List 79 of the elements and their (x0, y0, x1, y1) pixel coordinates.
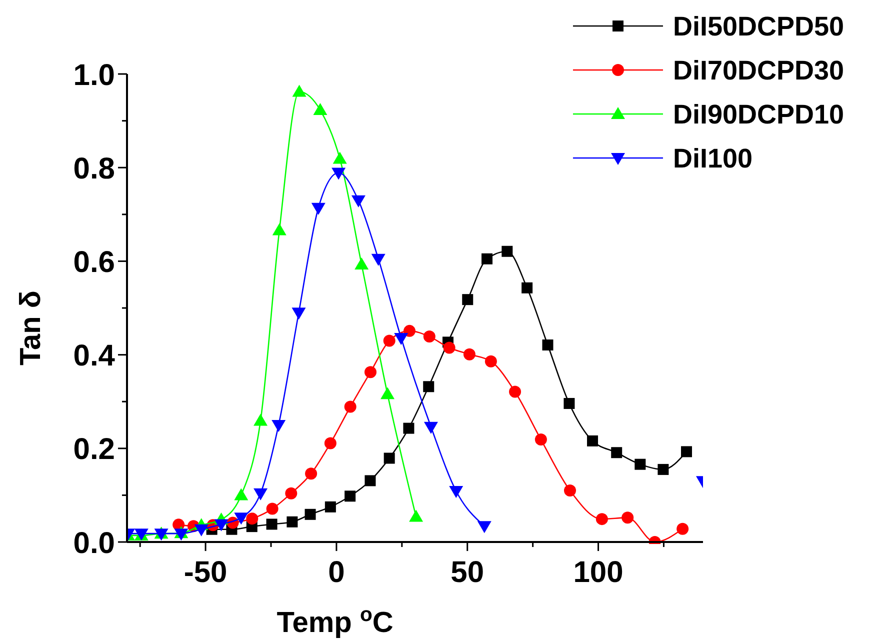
point (424, 422, 438, 434)
point (676, 522, 689, 535)
point (423, 381, 434, 392)
legend-label: DiI50DCPD50 (673, 12, 844, 42)
point (305, 468, 318, 480)
point (634, 458, 646, 470)
point (272, 223, 286, 236)
point (234, 512, 248, 525)
point (542, 339, 554, 350)
point (681, 446, 692, 458)
point (292, 308, 306, 320)
point (254, 488, 268, 500)
point (477, 521, 492, 534)
point (311, 202, 326, 215)
point (304, 508, 316, 520)
point (292, 84, 306, 97)
legend-label: DiI70DCPD30 (673, 56, 844, 86)
x-tick-label: 50 (450, 556, 484, 589)
point (409, 510, 424, 522)
point (324, 501, 336, 512)
y-tick-label: 1.0 (73, 58, 115, 92)
x-tick-label: -50 (184, 556, 228, 589)
point (380, 387, 395, 400)
point (332, 168, 346, 180)
point (502, 246, 513, 257)
point (246, 512, 258, 525)
point (371, 254, 386, 266)
point (443, 342, 456, 354)
point (611, 447, 622, 458)
point (658, 464, 669, 475)
point (522, 282, 533, 294)
point (564, 398, 575, 409)
y-tick-label: 0.8 (73, 152, 115, 186)
point (404, 324, 416, 337)
point (194, 524, 208, 536)
x-tick-label: 0 (328, 556, 345, 589)
point (383, 334, 396, 347)
point (534, 434, 547, 446)
legend-label: DiI100 (673, 144, 753, 174)
point (394, 332, 408, 345)
point (463, 348, 476, 360)
point (509, 386, 522, 398)
point (254, 414, 268, 426)
x-axis-title: Temp $^{o}$C (276, 604, 394, 639)
point (285, 487, 298, 500)
point (354, 257, 369, 270)
y-tick-label: 0.6 (73, 246, 115, 279)
point (423, 330, 436, 343)
point (214, 519, 228, 532)
point (384, 452, 395, 464)
point (482, 253, 492, 264)
point (351, 195, 366, 208)
point (449, 486, 464, 498)
y-axis-title: Tan δ (15, 290, 47, 366)
point (587, 435, 598, 446)
point (234, 488, 248, 500)
point (403, 422, 414, 434)
point (462, 294, 474, 306)
point (286, 516, 298, 528)
point (364, 475, 376, 486)
point (344, 400, 356, 413)
point (564, 484, 576, 497)
point (313, 103, 328, 116)
point (272, 420, 286, 432)
point (266, 502, 278, 515)
point (622, 512, 634, 524)
point (174, 528, 188, 541)
point (344, 490, 356, 502)
x-tick-label: 100 (573, 556, 624, 589)
point (596, 513, 608, 526)
point (364, 366, 376, 378)
point (332, 152, 347, 164)
y-tick-label: 0.0 (73, 526, 115, 560)
point (324, 437, 336, 450)
point (484, 355, 497, 368)
y-tick-label: 0.4 (73, 340, 116, 373)
point (266, 518, 278, 530)
legend-label: DiI90DCPD10 (673, 100, 844, 130)
y-tick-label: 0.2 (73, 433, 115, 466)
